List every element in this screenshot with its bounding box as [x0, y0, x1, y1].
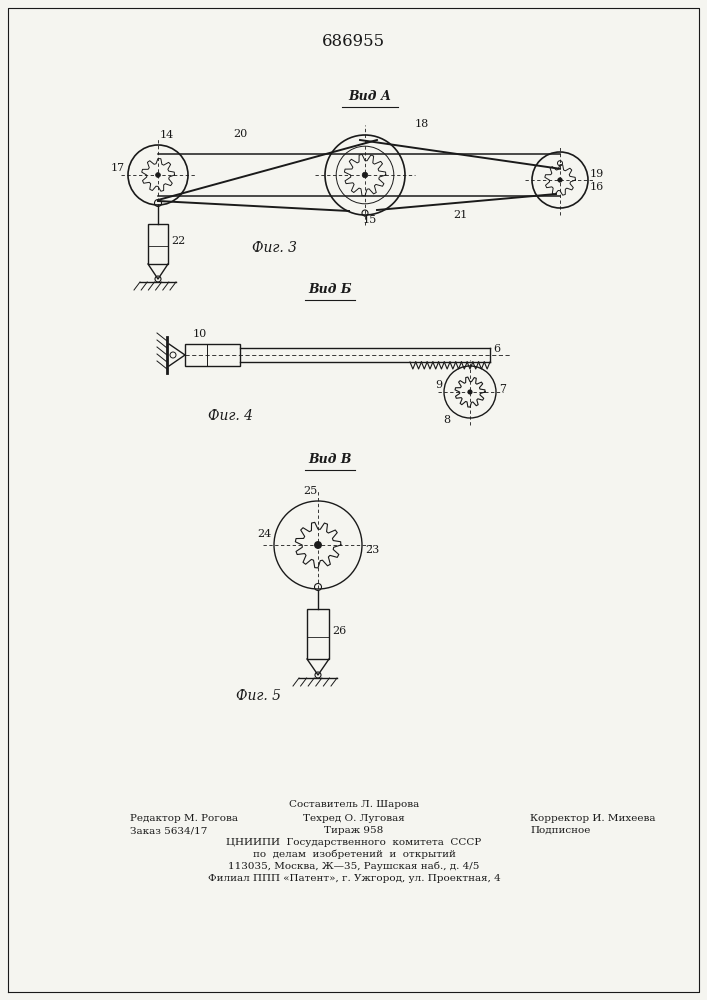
- Text: 15: 15: [363, 215, 377, 225]
- Text: Фиг. 4: Фиг. 4: [207, 409, 252, 423]
- Text: Заказ 5634/17: Заказ 5634/17: [130, 826, 207, 835]
- Text: 686955: 686955: [322, 33, 385, 50]
- Text: 7: 7: [499, 384, 506, 394]
- Text: 17: 17: [111, 163, 125, 173]
- Text: Тираж 958: Тираж 958: [325, 826, 384, 835]
- Text: Подписное: Подписное: [530, 826, 590, 835]
- Circle shape: [558, 178, 562, 182]
- Text: 8: 8: [443, 415, 450, 425]
- Text: Редактор М. Рогова: Редактор М. Рогова: [130, 814, 238, 823]
- Text: 22: 22: [171, 236, 185, 246]
- Bar: [148, 224, 168, 264]
- Text: 20: 20: [233, 129, 247, 139]
- Text: 113035, Москва, Ж—35, Раушская наб., д. 4/5: 113035, Москва, Ж—35, Раушская наб., д. …: [228, 861, 479, 871]
- Text: Фиг. 3: Фиг. 3: [252, 241, 298, 255]
- Text: 9: 9: [435, 380, 442, 390]
- Text: по  делам  изобретений  и  открытий: по делам изобретений и открытий: [252, 850, 455, 859]
- Text: Филиал ППП «Патент», г. Ужгород, ул. Проектная, 4: Филиал ППП «Патент», г. Ужгород, ул. Про…: [208, 874, 501, 883]
- Text: 6: 6: [493, 344, 500, 354]
- Circle shape: [467, 389, 472, 395]
- Text: 24: 24: [257, 529, 271, 539]
- Text: Техред О. Луговая: Техред О. Луговая: [303, 814, 405, 823]
- Text: Вид Б: Вид Б: [308, 283, 352, 296]
- Text: 18: 18: [415, 119, 429, 129]
- Circle shape: [156, 173, 160, 177]
- Text: 21: 21: [453, 210, 467, 220]
- Text: 26: 26: [332, 626, 346, 636]
- Circle shape: [362, 172, 368, 178]
- Bar: [307, 609, 329, 659]
- Text: 23: 23: [365, 545, 379, 555]
- Text: 10: 10: [193, 329, 207, 339]
- Text: 19: 19: [590, 169, 604, 179]
- Text: 14: 14: [160, 130, 174, 140]
- Text: 25: 25: [303, 486, 317, 496]
- Bar: [185, 344, 240, 366]
- Text: ЦНИИПИ  Государственного  комитета  СССР: ЦНИИПИ Государственного комитета СССР: [226, 838, 481, 847]
- Circle shape: [314, 541, 322, 549]
- Text: 16: 16: [590, 182, 604, 192]
- Text: Фиг. 5: Фиг. 5: [235, 689, 281, 703]
- Text: Вид В: Вид В: [308, 453, 352, 466]
- Text: Корректор И. Михеева: Корректор И. Михеева: [530, 814, 655, 823]
- Text: Вид А: Вид А: [349, 90, 392, 103]
- Text: Составитель Л. Шарова: Составитель Л. Шарова: [289, 800, 419, 809]
